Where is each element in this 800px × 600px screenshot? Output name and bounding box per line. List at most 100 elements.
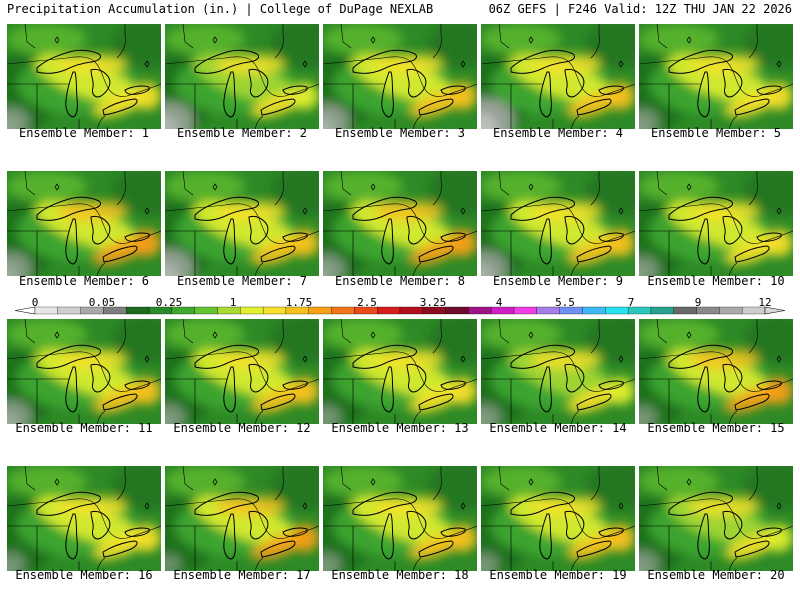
ensemble-member-caption: Ensemble Member: 3 xyxy=(334,126,466,140)
ensemble-map-panel xyxy=(7,24,161,129)
boundary-line xyxy=(498,24,510,49)
boundary-line xyxy=(24,319,36,344)
map-marker-icon xyxy=(54,478,60,486)
lake-erie-outline xyxy=(418,540,454,558)
colorbar-tick-label: 3.25 xyxy=(419,296,447,309)
lake-huron-outline xyxy=(90,215,111,245)
map-marker-icon xyxy=(460,355,466,363)
lake-superior-outline xyxy=(668,491,734,516)
lake-michigan-outline xyxy=(65,218,78,265)
lake-michigan-outline xyxy=(381,366,394,413)
map-marker-icon xyxy=(144,60,150,68)
boundary-line xyxy=(116,171,126,206)
boundary-line xyxy=(165,351,319,392)
lake-huron-outline xyxy=(722,363,743,393)
boundary-line xyxy=(323,498,477,539)
ensemble-map-panel xyxy=(481,466,635,571)
boundary-line xyxy=(728,262,738,276)
boundary-line xyxy=(481,351,635,392)
lake-superior-outline xyxy=(352,196,418,221)
lake-erie-outline xyxy=(102,540,138,558)
lake-ontario-outline xyxy=(756,527,782,537)
boundary-line xyxy=(748,466,758,501)
boundary-line xyxy=(165,56,319,97)
ensemble-member-caption: Ensemble Member: 14 xyxy=(489,421,627,435)
lake-michigan-outline xyxy=(65,366,78,413)
lake-michigan-outline xyxy=(381,513,394,560)
ensemble-member-caption: Ensemble Member: 16 xyxy=(15,568,153,582)
boundary-line xyxy=(748,319,758,354)
boundary-line xyxy=(274,171,284,206)
boundary-line xyxy=(165,203,319,244)
boundary-line xyxy=(7,498,161,539)
lake-erie-outline xyxy=(102,393,138,411)
lake-ontario-outline xyxy=(124,85,150,95)
boundary-line xyxy=(323,351,477,392)
boundary-line xyxy=(96,557,106,571)
lake-superior-outline xyxy=(352,491,418,516)
boundary-line xyxy=(590,171,600,206)
lake-superior-outline xyxy=(668,344,734,369)
map-marker-icon xyxy=(212,183,218,191)
colorbar-swatch xyxy=(719,306,743,315)
ensemble-member-caption: Ensemble Member: 2 xyxy=(176,126,308,140)
ensemble-member-caption: Ensemble Member: 1 xyxy=(18,126,150,140)
lake-huron-outline xyxy=(722,68,743,98)
boundary-line xyxy=(7,56,161,97)
colorbar-swatch xyxy=(650,306,674,315)
precip-field-map xyxy=(323,24,477,129)
lake-huron-outline xyxy=(248,363,269,393)
lake-ontario-outline xyxy=(756,232,782,242)
precip-field-map xyxy=(7,319,161,424)
boundary-line xyxy=(274,466,284,501)
ensemble-member-caption: Ensemble Member: 8 xyxy=(334,274,466,288)
lake-superior-outline xyxy=(510,491,576,516)
map-marker-icon xyxy=(686,478,692,486)
precip-field-map xyxy=(165,24,319,129)
map-marker-icon xyxy=(212,331,218,339)
lake-ontario-outline xyxy=(440,232,466,242)
lake-huron-outline xyxy=(722,510,743,540)
lake-erie-outline xyxy=(576,540,612,558)
boundary-line xyxy=(274,319,284,354)
boundary-line xyxy=(274,24,284,59)
map-marker-icon xyxy=(776,355,782,363)
lake-michigan-outline xyxy=(539,366,552,413)
boundary-line xyxy=(412,115,422,129)
lake-huron-outline xyxy=(90,68,111,98)
lake-superior-outline xyxy=(194,344,260,369)
precip-field-map xyxy=(639,171,793,276)
map-marker-icon xyxy=(776,207,782,215)
lake-michigan-outline xyxy=(539,71,552,118)
boundary-line xyxy=(340,171,352,196)
colorbar-tick-label: 4 xyxy=(495,296,503,309)
lake-huron-outline xyxy=(564,510,585,540)
ensemble-member-caption: Ensemble Member: 17 xyxy=(173,568,311,582)
precip-field-map xyxy=(7,171,161,276)
ensemble-member-caption: Ensemble Member: 12 xyxy=(173,421,311,435)
ensemble-member-caption: Ensemble Member: 15 xyxy=(647,421,785,435)
ensemble-member-caption: Ensemble Member: 19 xyxy=(489,568,627,582)
boundary-line xyxy=(481,498,635,539)
boundary-line xyxy=(96,262,106,276)
map-marker-icon xyxy=(144,207,150,215)
lake-huron-outline xyxy=(248,68,269,98)
map-marker-icon xyxy=(776,60,782,68)
lake-huron-outline xyxy=(248,215,269,245)
lake-ontario-outline xyxy=(598,527,624,537)
lake-ontario-outline xyxy=(440,380,466,390)
boundary-line xyxy=(570,410,580,424)
boundary-line xyxy=(639,351,793,392)
lake-erie-outline xyxy=(418,393,454,411)
boundary-line xyxy=(116,319,126,354)
boundary-line xyxy=(748,171,758,206)
ensemble-map-panel xyxy=(323,319,477,424)
map-marker-icon xyxy=(528,331,534,339)
colorbar-tick-label: 0.25 xyxy=(155,296,183,309)
colorbar-tick-label: 12 xyxy=(758,296,772,309)
ensemble-map-panel xyxy=(7,466,161,571)
lake-ontario-outline xyxy=(598,232,624,242)
map-marker-icon xyxy=(686,36,692,44)
colorbar-swatch xyxy=(582,306,606,315)
boundary-line xyxy=(570,115,580,129)
